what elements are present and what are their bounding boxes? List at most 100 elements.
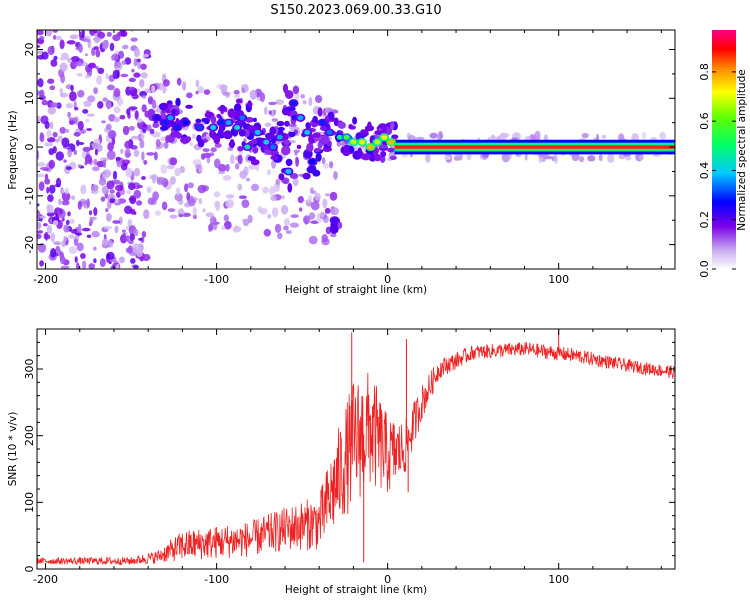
- spectrum-noise-blob: [161, 201, 168, 211]
- ridge-point: [309, 159, 316, 165]
- y-tick-label: 200: [23, 425, 36, 446]
- colorbar-tick-label: 0.4: [698, 162, 711, 180]
- spectrum-noise-blob: [45, 173, 49, 183]
- spectrum-noise-blob: [39, 35, 45, 40]
- colorbar-tick-label: 0.6: [698, 112, 711, 130]
- spectrum-noise-blob: [37, 150, 40, 160]
- spectrum-noise-blob: [329, 191, 338, 201]
- spectrum-noise-blob: [230, 154, 235, 165]
- spectrum-noise-blob: [198, 197, 203, 205]
- spectrum-noise-blob: [175, 187, 181, 196]
- spectrum-noise-blob: [48, 159, 56, 169]
- spectrum-noise-blob: [69, 120, 75, 125]
- spectrum-noise-blob: [225, 163, 230, 172]
- spectrum-noise-blob: [48, 184, 56, 194]
- spectrum-noise-blob: [133, 47, 140, 58]
- spectrum-noise-blob: [128, 240, 134, 245]
- spectrum-noise-blob: [247, 214, 253, 224]
- spectrum-noise-blob: [142, 123, 148, 128]
- spectrum-cluster-blob: [352, 150, 362, 160]
- spectrum-noise-blob: [93, 207, 98, 216]
- spectrum-noise-blob: [91, 184, 99, 192]
- spectrum-noise-blob: [195, 164, 202, 170]
- spectrum-noise-blob: [264, 106, 268, 115]
- spectrum-noise-blob: [237, 183, 243, 191]
- spectrum-cluster-blob: [337, 221, 343, 229]
- carrier-line: [394, 145, 675, 149]
- spectrum-noise-blob: [42, 22, 47, 29]
- spectrum-noise-blob: [39, 215, 47, 219]
- ridge-point: [225, 120, 232, 126]
- spectrum-noise-blob: [106, 213, 112, 222]
- spectrum-noise-blob: [98, 177, 107, 186]
- spectrum-noise-blob: [124, 205, 133, 215]
- spectrum-cluster-blob: [292, 85, 300, 95]
- spectrum-noise-blob: [143, 160, 148, 165]
- spectrum-noise-blob: [151, 131, 161, 138]
- spectrum-noise-blob: [76, 139, 80, 147]
- spectrum-noise-blob: [179, 165, 185, 174]
- spectrum-noise-blob: [425, 153, 431, 163]
- spectrum-noise-blob: [285, 230, 292, 234]
- spectrum-noise-blob: [73, 238, 79, 246]
- y-tick-label: 0: [23, 144, 36, 151]
- spectrum-cluster-blob: [352, 116, 358, 125]
- spectrum-noise-blob: [290, 214, 299, 219]
- spectrum-noise-blob: [65, 103, 73, 109]
- spectrum-noise-blob: [241, 87, 245, 94]
- spectrum-noise-blob: [97, 67, 105, 75]
- ridge-point: [263, 139, 270, 145]
- spectrum-noise-blob: [73, 149, 78, 155]
- spectrum-cluster-blob: [217, 128, 224, 137]
- spectrum-noise-blob: [100, 196, 106, 202]
- spectrum-noise-blob: [106, 180, 115, 190]
- spectrum-noise-blob: [94, 148, 98, 156]
- spectrum-noise-blob: [53, 55, 58, 61]
- spectrum-noise-blob: [107, 142, 114, 152]
- spectrum-noise-blob: [82, 146, 92, 152]
- spectrum-noise-blob: [45, 30, 53, 37]
- spectrum-noise-blob: [37, 44, 41, 48]
- spectrum-noise-blob: [266, 169, 272, 176]
- snr-xlabel: Height of straight line (km): [285, 584, 427, 596]
- spectrum-noise-blob: [221, 225, 226, 230]
- spectrum-noise-blob: [67, 111, 71, 118]
- spectrum-noise-blob: [109, 189, 115, 194]
- colorbar-axis: 0.0 0.2 0.4 0.6 0.8: [698, 63, 736, 278]
- spectrum-noise-blob: [114, 202, 121, 206]
- ridge-point: [381, 134, 388, 140]
- spectrum-noise-blob: [222, 91, 230, 96]
- spectrum-noise-blob: [89, 216, 97, 220]
- spectrum-noise-blob: [37, 203, 40, 207]
- spectrum-noise-blob: [115, 156, 121, 161]
- spectrum-noise-blob: [203, 152, 212, 158]
- spectrum-noise-blob: [130, 258, 136, 264]
- spectrum-noise-blob: [58, 88, 62, 93]
- spectrum-noise-blob: [140, 72, 148, 79]
- spectrum-noise-blob: [49, 85, 56, 91]
- spectrum-noise-blob: [154, 151, 158, 161]
- spectrum-noise-blob: [120, 30, 128, 37]
- colorbar-tick-label: 0.2: [698, 211, 711, 229]
- spectrum-noise-blob: [122, 232, 127, 242]
- spectrum-noise-blob: [39, 132, 45, 143]
- spectrum-noise-blob: [59, 39, 65, 50]
- spectrum-noise-blob: [88, 263, 95, 269]
- spectrum-noise-blob: [242, 218, 246, 223]
- spectrum-cluster-blob: [227, 108, 236, 118]
- spectrum-cluster-blob: [315, 152, 322, 162]
- spectrum-noise-blob: [625, 156, 632, 161]
- spectrum-noise-blob: [55, 35, 62, 41]
- spectrum-noise-blob: [92, 166, 100, 172]
- spectrum-noise-blob: [61, 191, 71, 202]
- spectrum-noise-blob: [113, 106, 121, 114]
- spectrum-noise-blob: [146, 186, 152, 193]
- spectrum-noise-blob: [37, 162, 46, 167]
- spectrum-noise-blob: [270, 195, 277, 202]
- spectrum-cluster-blob: [380, 151, 387, 157]
- spectrum-noise-blob: [292, 177, 299, 187]
- spectrum-noise-blob: [141, 104, 147, 113]
- spectrum-noise-blob: [114, 225, 119, 234]
- spectrum-noise-blob: [289, 123, 297, 128]
- spectrum-noise-blob: [55, 151, 64, 161]
